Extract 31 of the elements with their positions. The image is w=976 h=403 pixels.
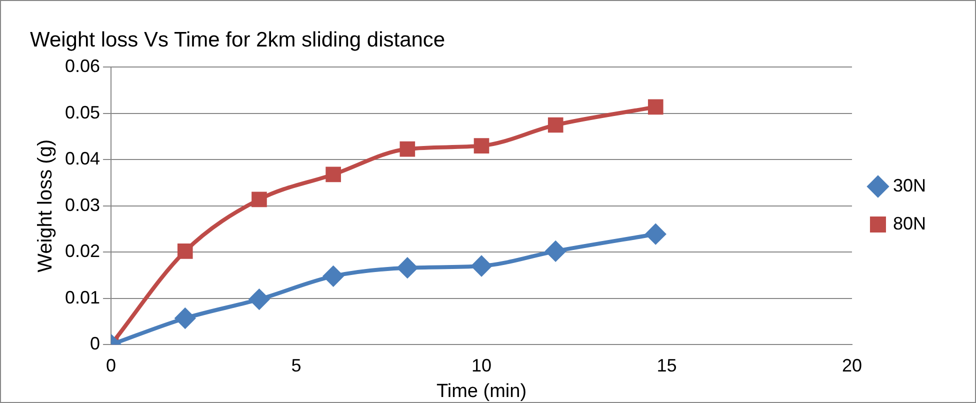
point bbox=[323, 266, 344, 286]
point bbox=[400, 141, 416, 157]
legend-label: 80N bbox=[892, 213, 926, 234]
y-axis-title: Weight loss (g) bbox=[34, 139, 57, 272]
legend-label: 30N bbox=[892, 175, 926, 196]
y-tick-label: 0.02 bbox=[64, 241, 100, 262]
chart-title: Weight loss Vs Time for 2km sliding distance bbox=[30, 28, 446, 52]
point bbox=[646, 224, 666, 244]
y-tick-label: 0.01 bbox=[64, 287, 100, 308]
point bbox=[648, 99, 664, 115]
point bbox=[177, 244, 193, 259]
point bbox=[326, 166, 341, 182]
point bbox=[546, 241, 566, 262]
x-axis-title: Time (min) bbox=[436, 380, 527, 402]
y-tick-label: 0 bbox=[90, 334, 100, 354]
point bbox=[397, 258, 418, 278]
x-tick-label: 10 bbox=[471, 355, 492, 376]
y-tick-label: 0.05 bbox=[64, 102, 100, 122]
point bbox=[472, 256, 492, 276]
point bbox=[474, 138, 490, 154]
point bbox=[249, 289, 270, 310]
point bbox=[548, 117, 564, 133]
x-tick-label: 20 bbox=[842, 355, 862, 376]
point bbox=[252, 192, 267, 208]
x-tick-label: 15 bbox=[656, 355, 677, 376]
y-tick-label: 0.04 bbox=[64, 148, 100, 169]
y-tick-label: 0.03 bbox=[64, 194, 100, 215]
y-tick-label: 0.06 bbox=[64, 56, 100, 76]
x-tick-label: 0 bbox=[106, 355, 116, 376]
x-tick-label: 5 bbox=[291, 355, 302, 376]
point bbox=[175, 308, 196, 328]
